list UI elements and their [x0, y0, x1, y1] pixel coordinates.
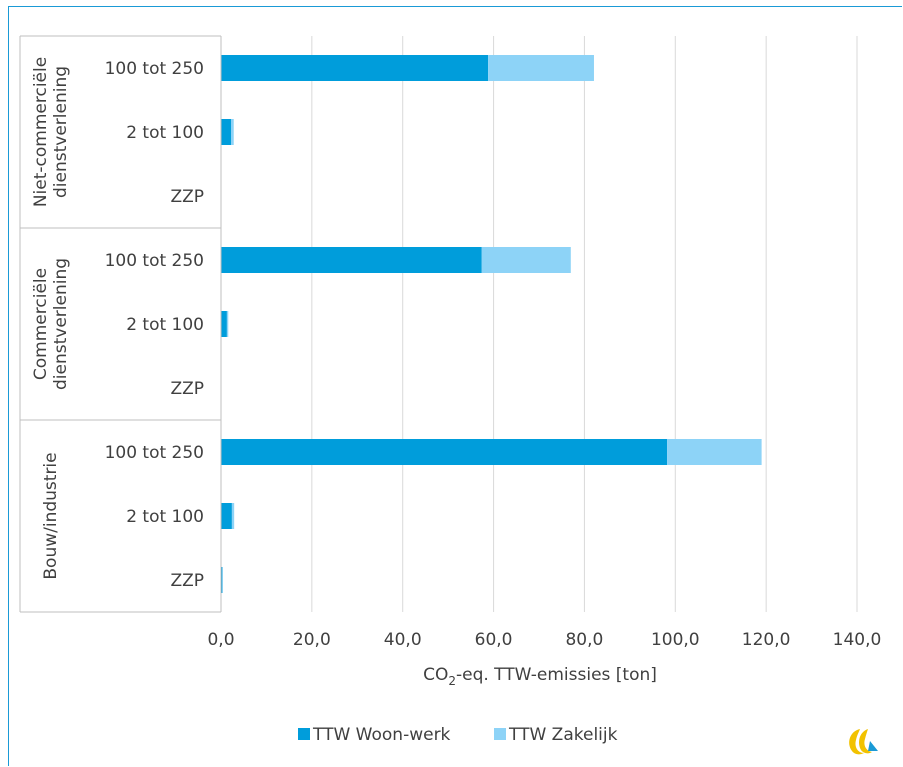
category-labels: 100 tot 250 2 tot 100 ZZP 100 tot 250 2 tot … — [105, 59, 204, 591]
group-label-line: Bouw/industrie — [41, 452, 61, 579]
group-label-line: Niet-commerciële — [31, 57, 51, 207]
bar-woon-werk — [221, 311, 227, 337]
gridlines — [311, 36, 858, 612]
ce-delft-logo-icon — [849, 729, 878, 755]
bars — [221, 55, 762, 593]
x-tick-label: 120,0 — [742, 630, 791, 650]
category-label: 2 tot 100 — [126, 507, 204, 527]
category-label: 100 tot 250 — [105, 251, 204, 271]
bar-woon-werk — [221, 439, 668, 465]
bar-woon-werk — [221, 503, 232, 529]
x-axis-label: CO2-eq. TTW-emissies [ton] — [423, 665, 657, 688]
bar-woon-werk — [221, 247, 482, 273]
legend: TTW Woon-werk TTW Zakelijk — [298, 725, 618, 745]
legend-label: TTW Zakelijk — [508, 725, 618, 745]
x-tick-label: 60,0 — [475, 630, 513, 650]
category-label: 100 tot 250 — [105, 59, 204, 79]
bar-woon-werk — [221, 55, 489, 81]
bar-zakelijk — [226, 311, 229, 337]
legend-swatch — [494, 728, 506, 740]
x-tick-label: 100,0 — [651, 630, 700, 650]
group-label: Niet-commerciëledienstverlening — [31, 57, 71, 207]
group-labels: Niet-commerciëledienstverleningCommercië… — [31, 57, 71, 580]
category-label: ZZP — [170, 187, 204, 207]
x-tick-label: 80,0 — [565, 630, 603, 650]
legend-swatch — [298, 728, 310, 740]
bar-zakelijk — [488, 55, 594, 81]
category-label: 2 tot 100 — [126, 123, 204, 143]
x-tick-label: 20,0 — [293, 630, 331, 650]
legend-label: TTW Woon-werk — [312, 725, 451, 745]
group-label-line: dienstverlening — [51, 258, 71, 390]
x-tick-label: 40,0 — [384, 630, 422, 650]
axes — [19, 35, 222, 613]
category-label: ZZP — [170, 571, 204, 591]
category-label: ZZP — [170, 379, 204, 399]
group-label: Bouw/industrie — [41, 452, 61, 579]
category-label: 2 tot 100 — [126, 315, 204, 335]
x-tick-label: 0,0 — [207, 630, 234, 650]
group-label: Commerciëledienstverlening — [31, 258, 71, 390]
x-tick-label: 140,0 — [833, 630, 882, 650]
bar-woon-werk — [221, 119, 231, 145]
group-label-line: Commerciële — [31, 268, 51, 380]
bar-zakelijk — [481, 247, 571, 273]
x-tick-labels: 0,0 20,0 40,0 60,0 80,0 100,0 120,0 140,0 — [207, 630, 881, 650]
bar-zakelijk — [230, 119, 234, 145]
bar-zakelijk — [231, 503, 235, 529]
chart-frame — [8, 6, 902, 766]
group-label-line: dienstverlening — [51, 66, 71, 198]
category-label: 100 tot 250 — [105, 443, 204, 463]
bar-woon-werk — [221, 567, 223, 593]
bar-zakelijk — [667, 439, 762, 465]
